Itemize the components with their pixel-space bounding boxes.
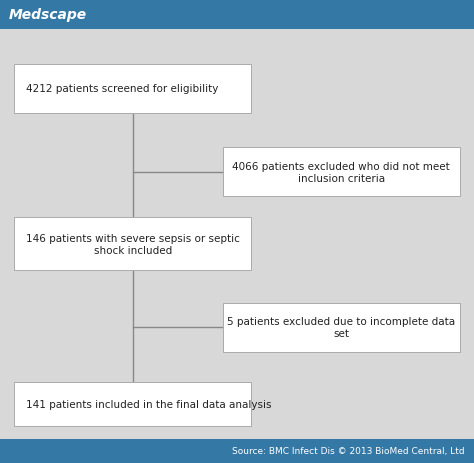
Bar <box>223 148 460 197</box>
Bar <box>14 218 251 271</box>
Bar <box>0 0 474 30</box>
Bar <box>0 439 474 463</box>
Bar <box>223 303 460 352</box>
Text: 141 patients included in the final data analysis: 141 patients included in the final data … <box>26 399 272 409</box>
Text: Medscape: Medscape <box>9 8 87 22</box>
Text: 5 patients excluded due to incomplete data
set: 5 patients excluded due to incomplete da… <box>227 317 456 338</box>
Bar <box>14 65 251 113</box>
Text: 4066 patients excluded who did not meet
inclusion criteria: 4066 patients excluded who did not meet … <box>232 162 450 183</box>
Bar <box>14 382 251 426</box>
Text: 4212 patients screened for eligibility: 4212 patients screened for eligibility <box>26 84 219 94</box>
Text: 146 patients with severe sepsis or septic
shock included: 146 patients with severe sepsis or septi… <box>26 233 240 255</box>
Text: Source: BMC Infect Dis © 2013 BioMed Central, Ltd: Source: BMC Infect Dis © 2013 BioMed Cen… <box>232 446 465 456</box>
